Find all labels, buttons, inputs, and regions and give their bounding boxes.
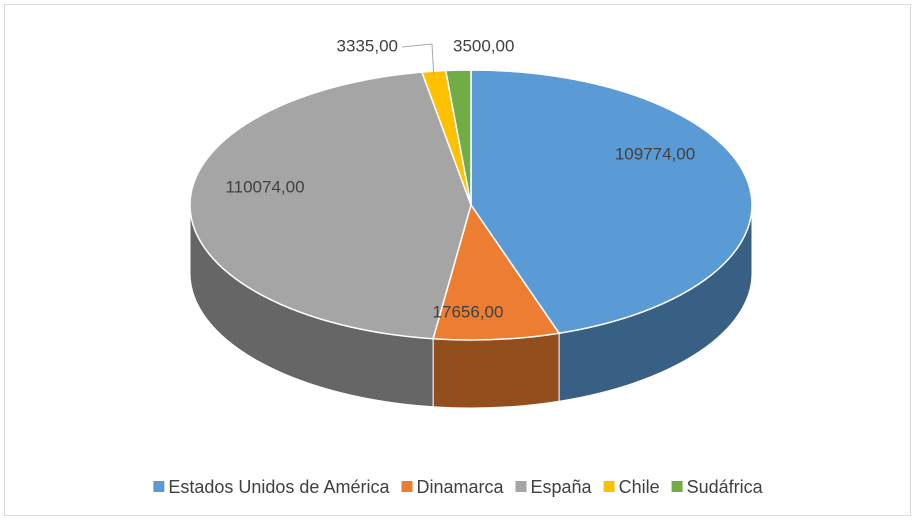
legend-swatch [671,481,683,492]
data-label: 3500,00 [453,36,514,55]
slice [189,71,472,340]
legend-swatch [401,481,413,492]
data-label: 3335,00 [337,36,398,55]
data-label: 110074,00 [225,177,304,196]
slice [432,203,561,341]
legend-swatch [153,481,165,492]
leader-line [401,43,435,76]
legend-label: Estados Unidos de América [168,477,390,497]
slice [444,69,472,206]
slice [470,69,753,335]
legend-swatch [603,481,615,492]
slice-side [432,332,560,409]
legend-label: Dinamarca [416,477,504,497]
data-label: 109774,00 [615,144,695,163]
legend-label: Chile [619,477,660,497]
legend-label: Sudáfrica [687,477,764,497]
data-label: 17656,00 [433,302,504,321]
legend-swatch [515,481,527,492]
legend: Estados Unidos de América Dinamarca España… [153,477,764,497]
legend-label: España [531,477,593,497]
